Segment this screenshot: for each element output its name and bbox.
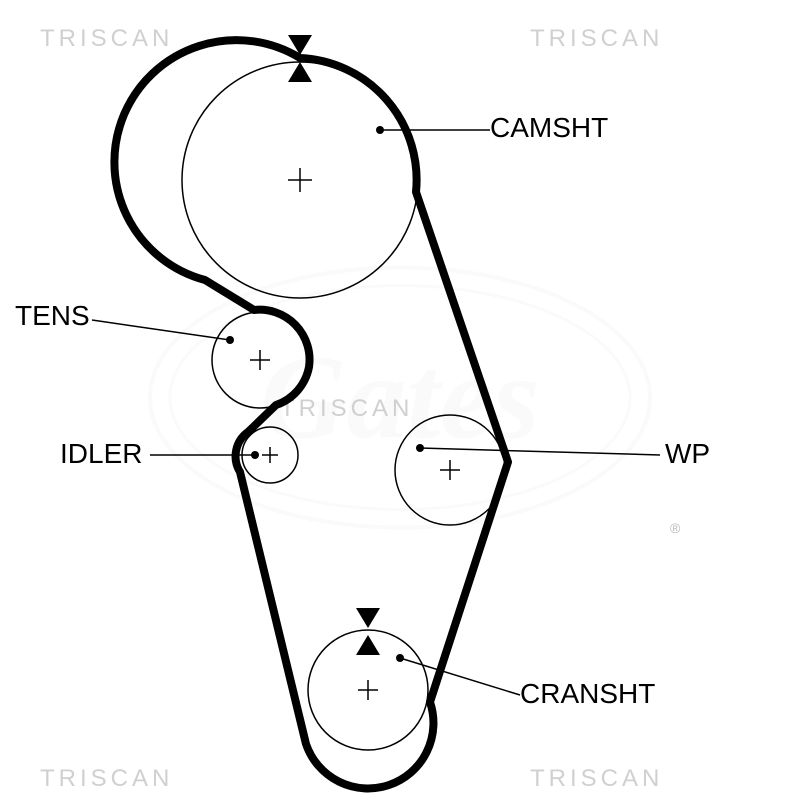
idler-center [262,447,278,463]
waterpump-center [440,460,460,480]
camshaft-center [288,168,312,192]
tensioner-leader [92,320,230,340]
timing-belt-diagram [0,0,800,800]
timing-mark-bottom [356,608,380,655]
crankshaft-leader [400,658,520,695]
tensioner-label: TENS [15,300,90,332]
waterpump-label: WP [665,438,710,470]
crankshaft-label: CRANSHT [520,678,655,710]
tensioner-center [250,350,270,370]
crankshaft-center [358,680,378,700]
idler-label: IDLER [60,438,142,470]
waterpump-leader [420,448,660,455]
camshaft-label: CAMSHT [490,112,608,144]
